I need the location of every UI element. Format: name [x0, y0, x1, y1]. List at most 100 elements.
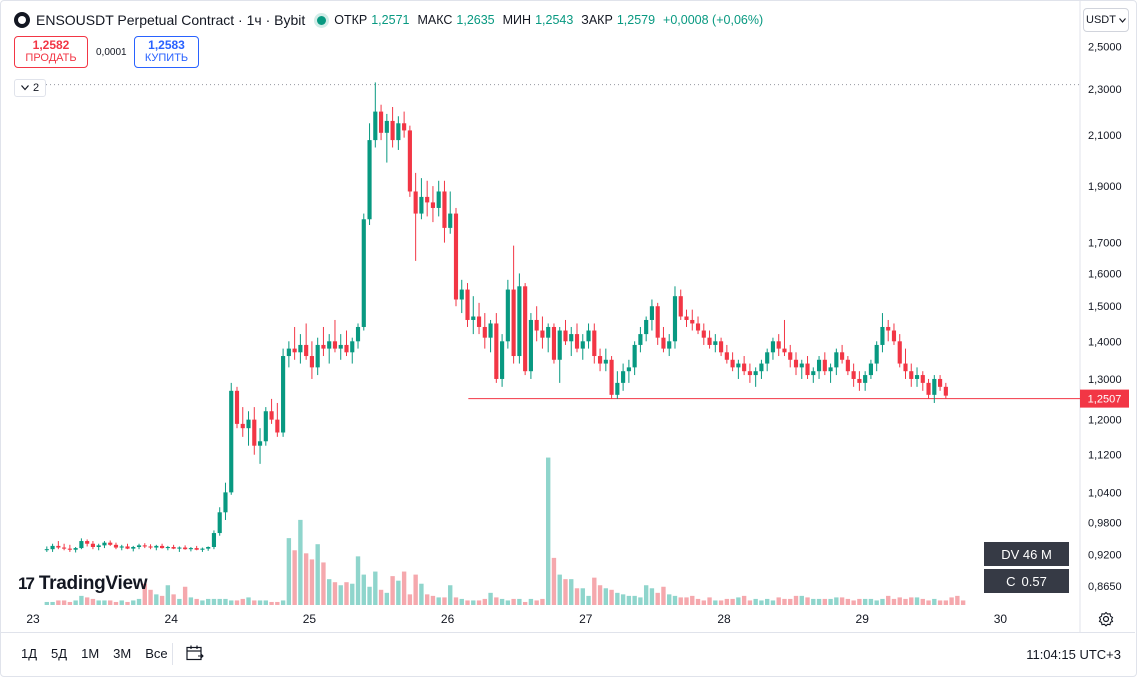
- candle-body: [603, 359, 608, 364]
- candle-body: [828, 367, 833, 372]
- candle-body: [73, 548, 78, 550]
- volume-bar: [211, 598, 217, 605]
- range-3m-button[interactable]: 3М: [113, 646, 132, 661]
- calendar-goto-date-icon[interactable]: [186, 645, 204, 662]
- low-label: МИН: [502, 13, 532, 27]
- range-1m-button[interactable]: 1М: [81, 646, 100, 661]
- volume-bar: [949, 597, 954, 605]
- candle-body: [695, 323, 701, 331]
- candle-body: [165, 546, 170, 549]
- volume-bar: [448, 585, 453, 605]
- volume-bar: [303, 553, 309, 605]
- candle-body: [655, 306, 660, 338]
- volume-bar: [816, 598, 822, 605]
- candle-body: [569, 334, 574, 342]
- candle-body: [257, 441, 263, 446]
- indicators-toggle-button[interactable]: 2: [14, 79, 46, 97]
- candle-body: [822, 359, 827, 372]
- chart-title[interactable]: ENSOUSDT Perpetual Contract · 1ч · Bybit: [36, 12, 306, 28]
- volume-bar: [672, 595, 678, 605]
- candle-body: [724, 352, 729, 360]
- volume-bar: [932, 598, 937, 605]
- candle-body: [67, 548, 72, 550]
- candle-body: [355, 326, 361, 342]
- volume-bar: [522, 601, 528, 605]
- volume-bar: [643, 585, 649, 605]
- candle-body: [223, 492, 228, 513]
- y-tick-label: 0,9200: [1088, 550, 1122, 562]
- volume-bar: [67, 601, 73, 605]
- volume-bar: [499, 598, 505, 605]
- candle-body: [551, 326, 557, 360]
- volume-bar: [240, 598, 245, 605]
- volume-bar: [776, 597, 781, 605]
- candle-body: [373, 111, 378, 141]
- candle-body: [419, 196, 424, 214]
- volume-bar: [407, 594, 413, 605]
- candle-body: [874, 344, 879, 364]
- volume-bar: [649, 588, 655, 605]
- candle-body: [407, 130, 412, 192]
- volume-bar: [384, 592, 390, 605]
- range-all-button[interactable]: Все: [145, 646, 168, 661]
- low-value: 1,2543: [535, 13, 574, 27]
- buy-button[interactable]: 1,2583 КУПИТЬ: [134, 36, 199, 68]
- x-tick-label: 30: [994, 612, 1008, 626]
- candle-body: [453, 213, 459, 300]
- dv-value: DV 46 M: [1001, 546, 1052, 562]
- volume-bar: [868, 598, 874, 605]
- volume-bar: [805, 597, 810, 605]
- candle-body: [338, 344, 343, 349]
- sell-button[interactable]: 1,2582 ПРОДАТЬ: [14, 36, 88, 68]
- candle-body: [131, 546, 136, 549]
- candle-body: [897, 341, 902, 364]
- chevron-down-icon: [20, 85, 29, 91]
- candle-body: [402, 123, 407, 131]
- utc-clock[interactable]: 11:04:15 UTC+3: [1026, 647, 1121, 662]
- volume-bar: [148, 589, 153, 605]
- candle-body: [615, 382, 620, 395]
- candle-body: [793, 359, 799, 368]
- currency-select[interactable]: USDT: [1083, 8, 1129, 32]
- symbol-logo-icon[interactable]: [14, 12, 30, 28]
- volume-bar: [822, 598, 828, 605]
- volume-bar: [759, 600, 764, 605]
- volume-bar: [269, 601, 274, 605]
- candle-body: [592, 330, 597, 357]
- candle-body: [638, 334, 643, 345]
- buy-price: 1,2583: [148, 38, 185, 52]
- range-1d-button[interactable]: 1Д: [21, 646, 38, 661]
- candle-body: [840, 352, 845, 360]
- volume-bar: [56, 600, 61, 605]
- tradingview-logo[interactable]: 17 TradingView: [18, 573, 148, 595]
- candle-body: [661, 337, 666, 349]
- candle-body: [384, 120, 389, 133]
- x-tick-label: 29: [856, 612, 870, 626]
- volume-bar: [730, 598, 735, 605]
- candle-body: [425, 196, 430, 203]
- candle-body: [361, 219, 366, 327]
- candle-body: [119, 546, 124, 548]
- volume-bar: [229, 600, 234, 605]
- volume-bar: [419, 583, 424, 605]
- volume-bar: [793, 595, 799, 605]
- candle-body: [56, 545, 61, 548]
- spread-value: 0,0001: [96, 47, 127, 58]
- volume-bar: [257, 600, 263, 605]
- candle-body: [142, 545, 147, 547]
- volume-bar: [292, 550, 297, 605]
- candle-body: [350, 341, 355, 353]
- candle-body: [292, 348, 297, 353]
- volume-bar: [84, 597, 90, 605]
- candle-body: [753, 371, 758, 376]
- volume-bar: [430, 595, 436, 605]
- candle-body: [505, 289, 510, 342]
- volume-bar: [286, 538, 292, 605]
- candle-body: [932, 378, 937, 395]
- candle-body: [263, 411, 268, 442]
- settings-gear-icon[interactable]: [1098, 611, 1114, 627]
- y-tick-label: 0,8650: [1088, 581, 1122, 593]
- candle-body: [863, 375, 868, 383]
- range-5d-button[interactable]: 5Д: [51, 646, 68, 661]
